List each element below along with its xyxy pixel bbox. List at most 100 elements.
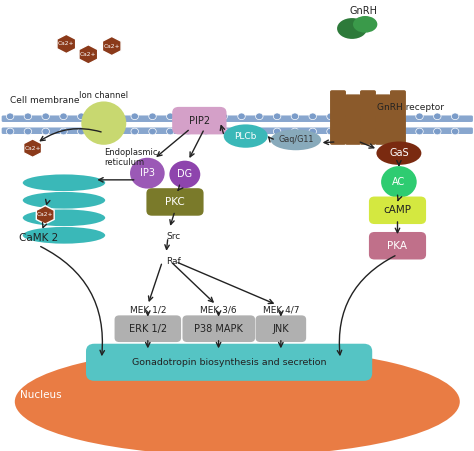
Ellipse shape: [60, 128, 67, 135]
Ellipse shape: [15, 347, 460, 451]
Ellipse shape: [434, 128, 441, 135]
Text: CaMK 2: CaMK 2: [18, 233, 58, 243]
Text: Ca2+: Ca2+: [103, 43, 120, 49]
Text: Nucleus: Nucleus: [20, 391, 61, 400]
Text: PKA: PKA: [388, 241, 408, 251]
Ellipse shape: [345, 113, 352, 120]
Text: PKC: PKC: [165, 197, 185, 207]
Ellipse shape: [42, 128, 49, 135]
Ellipse shape: [451, 113, 459, 120]
Ellipse shape: [353, 16, 377, 32]
Ellipse shape: [220, 128, 228, 135]
Ellipse shape: [345, 128, 352, 135]
Text: Endoplasmic
reticulum: Endoplasmic reticulum: [104, 148, 157, 167]
Text: Gonadotropin biosynthesis and secretion: Gonadotropin biosynthesis and secretion: [132, 358, 327, 367]
Polygon shape: [102, 37, 121, 55]
Text: PLCb: PLCb: [235, 132, 257, 141]
Ellipse shape: [24, 128, 32, 135]
FancyBboxPatch shape: [390, 90, 406, 145]
Ellipse shape: [327, 113, 334, 120]
Text: Ca2+: Ca2+: [80, 52, 97, 57]
Ellipse shape: [327, 128, 334, 135]
Text: Gaq/G11: Gaq/G11: [278, 135, 313, 144]
Ellipse shape: [291, 113, 299, 120]
Ellipse shape: [184, 128, 192, 135]
Ellipse shape: [273, 128, 281, 135]
FancyBboxPatch shape: [115, 315, 181, 342]
Text: GnRH receptor: GnRH receptor: [377, 103, 444, 112]
Ellipse shape: [131, 128, 138, 135]
Polygon shape: [79, 45, 98, 64]
FancyBboxPatch shape: [255, 315, 306, 342]
Ellipse shape: [398, 113, 405, 120]
Ellipse shape: [78, 113, 85, 120]
Ellipse shape: [380, 113, 388, 120]
Ellipse shape: [149, 128, 156, 135]
Ellipse shape: [60, 113, 67, 120]
Ellipse shape: [376, 142, 421, 165]
Ellipse shape: [184, 113, 192, 120]
Text: IP3: IP3: [140, 168, 155, 178]
Ellipse shape: [434, 113, 441, 120]
Ellipse shape: [362, 128, 370, 135]
Ellipse shape: [291, 128, 299, 135]
Text: ERK 1/2: ERK 1/2: [129, 324, 167, 334]
Ellipse shape: [23, 175, 105, 191]
Ellipse shape: [42, 113, 49, 120]
Ellipse shape: [309, 128, 317, 135]
Ellipse shape: [149, 113, 156, 120]
Ellipse shape: [238, 128, 245, 135]
Ellipse shape: [381, 166, 417, 198]
Text: Ca2+: Ca2+: [24, 146, 41, 151]
Ellipse shape: [23, 227, 105, 244]
FancyBboxPatch shape: [360, 90, 376, 145]
FancyBboxPatch shape: [146, 188, 203, 216]
Text: PIP2: PIP2: [189, 115, 210, 126]
Ellipse shape: [255, 128, 263, 135]
Text: MEK 1/2: MEK 1/2: [129, 305, 166, 314]
Ellipse shape: [23, 209, 105, 226]
Ellipse shape: [255, 113, 263, 120]
Text: Ion channel: Ion channel: [79, 91, 128, 100]
FancyBboxPatch shape: [172, 107, 227, 134]
Ellipse shape: [24, 113, 32, 120]
Text: DG: DG: [177, 170, 192, 179]
Ellipse shape: [416, 113, 423, 120]
FancyBboxPatch shape: [2, 115, 473, 122]
Polygon shape: [36, 206, 54, 224]
Ellipse shape: [273, 113, 281, 120]
Ellipse shape: [337, 18, 367, 39]
Ellipse shape: [309, 113, 317, 120]
Ellipse shape: [131, 113, 138, 120]
Text: Ca2+: Ca2+: [37, 212, 54, 217]
FancyBboxPatch shape: [345, 94, 361, 145]
Ellipse shape: [78, 128, 85, 135]
FancyBboxPatch shape: [369, 232, 426, 259]
Ellipse shape: [6, 113, 14, 120]
FancyBboxPatch shape: [369, 197, 426, 224]
Ellipse shape: [224, 124, 268, 148]
Text: Raf: Raf: [166, 257, 181, 266]
Text: JNK: JNK: [273, 324, 289, 334]
Ellipse shape: [380, 128, 388, 135]
Ellipse shape: [23, 192, 105, 209]
Text: Ca2+: Ca2+: [58, 41, 74, 46]
Ellipse shape: [82, 101, 126, 145]
Ellipse shape: [169, 161, 201, 188]
Ellipse shape: [166, 128, 174, 135]
FancyBboxPatch shape: [375, 94, 391, 145]
Ellipse shape: [451, 128, 459, 135]
Ellipse shape: [202, 128, 210, 135]
Text: P38 MAPK: P38 MAPK: [194, 324, 243, 334]
Ellipse shape: [220, 113, 228, 120]
FancyBboxPatch shape: [330, 90, 346, 145]
Text: MEK 4/7: MEK 4/7: [263, 305, 299, 314]
Ellipse shape: [271, 129, 321, 150]
Text: AC: AC: [392, 177, 406, 187]
Ellipse shape: [202, 113, 210, 120]
Text: MEK 3/6: MEK 3/6: [200, 305, 237, 314]
Ellipse shape: [166, 113, 174, 120]
Ellipse shape: [6, 128, 14, 135]
Ellipse shape: [416, 128, 423, 135]
Ellipse shape: [130, 158, 164, 189]
